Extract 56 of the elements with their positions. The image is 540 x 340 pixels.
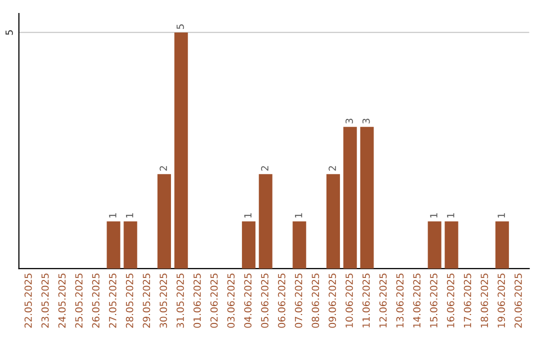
data-label: 1 [447,213,454,218]
x-tick-label: 19.06.2025 [498,274,505,328]
x-tick-label: 02.06.2025 [210,274,218,328]
x-tick-label: 18.06.2025 [480,274,488,328]
x-tick-label: 10.06.2025 [346,274,353,328]
data-label: 5 [176,24,184,29]
x-tick-label: 26.05.2025 [92,274,100,328]
data-label: 1 [244,213,252,218]
x-tick-label: 27.05.2025 [108,274,116,328]
data-label: 2 [261,166,268,171]
x-tick-label: 14.06.2025 [413,274,420,328]
x-tick-label: 03.06.2025 [227,274,235,328]
bar [495,221,509,269]
bar [157,174,171,269]
x-tick-label: 22.05.2025 [24,274,32,328]
bar [106,221,120,269]
data-label: 1 [430,213,438,218]
data-label: 1 [126,213,134,218]
data-label: 3 [346,118,353,124]
x-tick-label: 24.05.2025 [58,274,66,328]
data-label: 1 [109,213,116,218]
data-label: 1 [294,213,302,218]
bar [292,221,306,269]
bar [242,221,256,269]
x-tick-label: 12.06.2025 [379,274,387,328]
x-tick-label: 30.05.2025 [160,274,168,328]
x-tick-label: 07.06.2025 [294,274,302,328]
data-label: 2 [328,166,336,171]
data-label: 1 [498,213,505,218]
x-tick-label: 11.06.2025 [362,274,370,328]
x-tick-label: 09.06.2025 [328,274,336,328]
bar [174,32,188,269]
bar [326,174,340,269]
x-tick-label: 01.06.2025 [193,274,201,328]
x-tick-label: 06.06.2025 [278,274,286,328]
x-tick-label: 08.06.2025 [312,274,320,328]
x-tick-label: 20.06.2025 [514,274,522,328]
x-tick-label: 23.05.2025 [41,274,49,328]
data-label: 3 [362,118,370,124]
x-tick-label: 17.06.2025 [464,274,472,328]
bar [343,126,357,269]
bar [258,174,272,269]
x-tick-label: 05.06.2025 [261,274,268,328]
x-tick-label: 04.06.2025 [244,274,252,328]
x-tick-label: 28.05.2025 [126,274,134,328]
data-label: 2 [160,166,167,171]
x-tick-label: 31.05.2025 [176,274,184,328]
bar [360,126,374,269]
x-tick-label: 16.06.2025 [446,274,454,328]
x-tick-label: 15.06.2025 [430,274,438,328]
bar [444,221,458,269]
bar [428,221,442,269]
x-tick-label: 29.05.2025 [142,274,150,328]
x-tick-label: 13.06.2025 [396,274,404,328]
x-tick-label: 25.05.2025 [75,274,83,328]
bar [124,221,138,269]
